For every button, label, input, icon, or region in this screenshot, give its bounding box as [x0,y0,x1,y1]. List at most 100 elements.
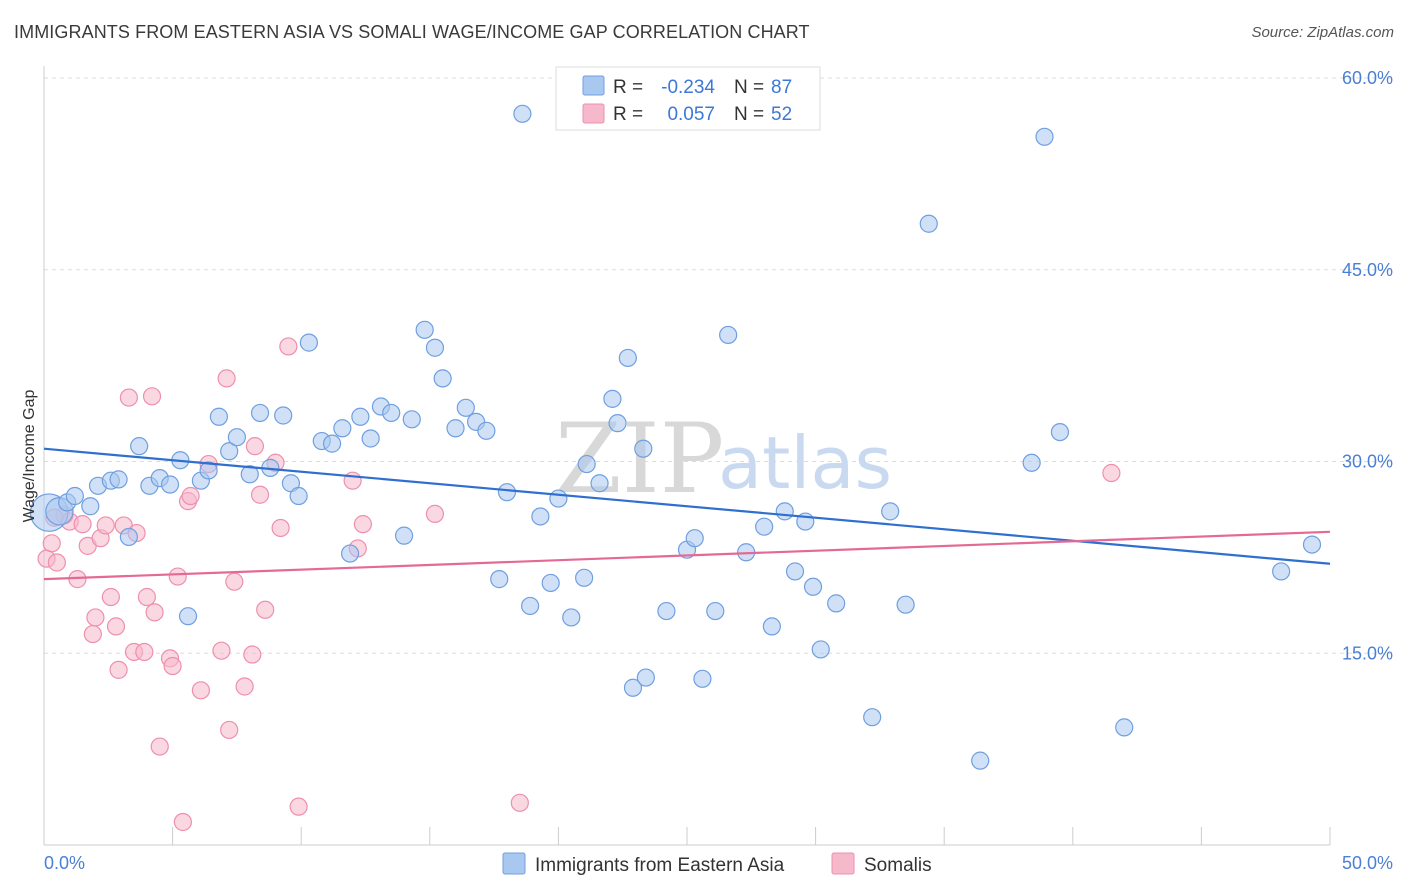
data-point [353,515,373,534]
data-point [685,529,704,548]
data-point [220,442,239,461]
data-point [271,518,290,538]
data-point [425,338,445,357]
chart-title: IMMIGRANTS FROM EASTERN ASIA VS SOMALI W… [14,22,810,42]
source-credit: Source: ZipAtlas.com [1251,24,1394,41]
data-point [425,504,445,524]
data-point [250,485,270,504]
data-point [142,387,162,406]
data-point [827,594,846,613]
data-point [256,600,275,619]
data-point [541,573,560,593]
data-point [145,603,164,622]
series-legend: Immigrants from Eastern Asia Somalis [502,852,932,876]
data-point [173,812,192,832]
data-point [65,486,84,506]
data-point [351,407,370,426]
data-point [549,489,568,508]
data-point [245,437,265,456]
data-point [521,596,540,616]
data-point [811,640,830,659]
data-point [212,641,231,660]
data-point [289,797,308,816]
data-point [225,572,244,591]
data-point [497,483,517,502]
data-point [47,553,66,572]
grid-lines [44,77,1395,654]
data-point [199,461,218,480]
data-point [86,608,105,627]
watermark-atlas: atlas [718,421,892,505]
data-point [227,428,246,447]
data-point [706,601,725,621]
data-point [160,475,180,494]
data-point [220,720,239,740]
data-point [394,526,414,545]
data-point [562,608,581,627]
data-point [243,645,262,664]
data-point [119,388,138,407]
data-point [361,429,380,448]
data-point [163,656,182,676]
data-point [109,470,128,489]
data-point [1035,127,1054,146]
legend-r-label-2: R = [613,104,643,125]
data-point [119,527,138,547]
data-point [477,421,496,440]
data-point [191,681,210,700]
data-point [971,751,990,770]
data-point [209,407,228,426]
data-point [73,515,92,534]
data-point [433,369,452,388]
data-point [1102,463,1121,483]
data-point [577,454,596,474]
data-point [531,507,550,526]
data-point [83,624,102,644]
y-tick-labels: 15.0% 30.0% 45.0% 60.0% [1342,68,1393,663]
trend-line-somalis [43,530,1331,581]
data-point [240,465,259,484]
data-point [181,486,200,506]
axes [43,66,1331,846]
data-point [235,677,254,696]
eastern-asia-points [29,104,1322,770]
data-point [1050,422,1070,442]
legend-n-label-2: N = [734,104,764,125]
legend-r-value-1: -0.234 [661,77,715,98]
data-point [636,668,655,687]
legend-swatch-pink [582,103,605,124]
data-point [881,502,900,521]
y-tick-label: 15.0% [1342,643,1393,663]
data-point [178,607,198,626]
y-tick-label: 30.0% [1342,452,1393,472]
data-point [274,406,293,425]
data-point [863,708,882,727]
data-point [289,486,308,506]
data-point [299,333,319,352]
data-point [719,325,738,345]
legend-n-label-1: N = [734,77,764,98]
data-point [1272,562,1291,581]
data-point [135,642,154,662]
data-point [106,617,126,636]
data-point [415,320,434,339]
legend-n-value-1: 87 [771,77,792,98]
data-point [490,570,509,589]
y-axis-label: Wage/Income Gap [21,390,38,523]
watermark: ZIP atlas [555,403,892,515]
data-point [322,434,342,453]
legend-label-eastern-asia: Immigrants from Eastern Asia [535,855,785,876]
correlation-legend: R = -0.234 N = 87 R = 0.057 N = 52 [555,66,821,131]
legend-label-somalis: Somalis [864,855,932,876]
data-point [693,669,712,688]
data-point [510,793,529,812]
data-point [618,348,637,368]
data-point [590,474,609,493]
data-point [785,562,805,581]
data-point [130,437,149,456]
data-point [101,587,120,607]
data-point [1022,453,1041,472]
data-point [603,389,622,408]
data-point [762,617,781,636]
